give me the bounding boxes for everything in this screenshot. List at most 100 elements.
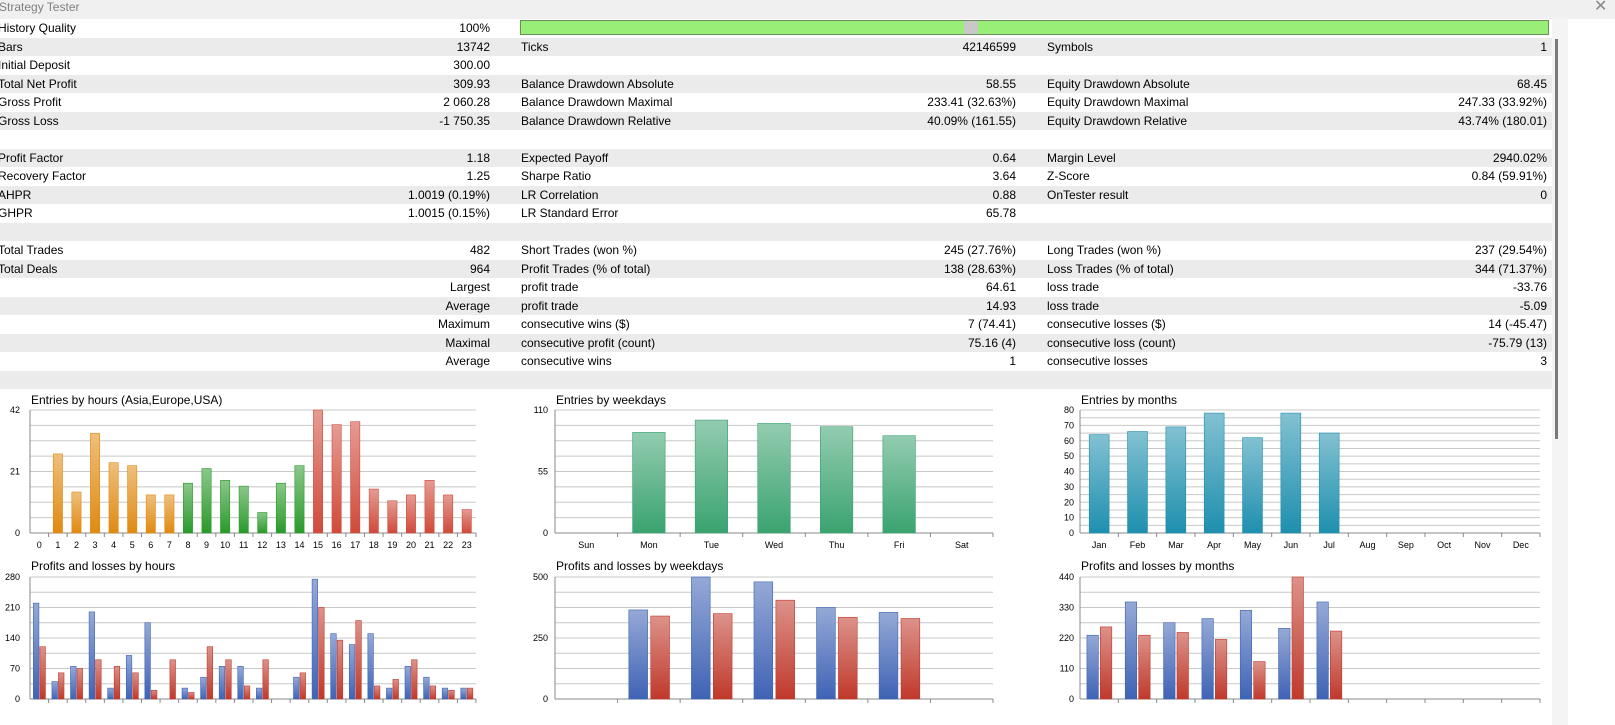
bar: [52, 453, 63, 534]
loss-bar: [206, 646, 213, 700]
loss-bar: [1176, 632, 1189, 700]
stats-cell-value-2: 64.61: [985, 280, 1016, 294]
stats-cell-value-2: 0.88: [992, 187, 1016, 202]
bar: [387, 500, 398, 534]
stats-cell-label-3: Margin Level: [1047, 150, 1116, 165]
loss-bar: [336, 639, 344, 700]
stats-cell-value-1: 1.0015 (0.15%): [407, 206, 490, 220]
loss-bar: [713, 613, 733, 700]
stats-cell-label-1: Total Net Profit: [0, 76, 77, 91]
stats-cell-label-2: LR Correlation: [521, 187, 599, 202]
x-tick-label: Mon: [640, 540, 658, 550]
loss-bar: [355, 620, 362, 700]
stats-cell-label-1: Total Trades: [0, 243, 64, 257]
y-tick-label: 10: [1064, 513, 1074, 523]
stats-cell-label-3: OnTester result: [1047, 187, 1129, 202]
loss-bar: [1138, 634, 1151, 700]
stats-cell-label-3: Symbols: [1047, 39, 1094, 54]
stats-cell-label-2: consecutive profit (count): [521, 335, 656, 350]
close-icon[interactable]: ✕: [1594, 0, 1608, 15]
stats-cell-value-2: 65.78: [985, 206, 1016, 220]
x-tick-label: Apr: [1207, 540, 1221, 550]
vertical-scrollbar[interactable]: [1552, 19, 1568, 725]
stats-row: Maximal consecutive profit (count) 75.16 (…: [0, 333, 1552, 352]
y-tick-label: 0: [1069, 694, 1074, 704]
y-tick-label: 42: [10, 405, 20, 415]
x-tick-label: 8: [185, 540, 190, 550]
loss-bar: [466, 687, 474, 700]
profit-bar: [51, 681, 58, 700]
loss-bar: [411, 659, 418, 700]
chart-title: Entries by hours (Asia,Europe,USA): [31, 393, 222, 407]
loss-bar: [58, 672, 65, 700]
y-tick-label: 0: [543, 528, 548, 538]
y-tick-label: 330: [1059, 603, 1074, 613]
stats-cell-value-3: 1: [1540, 39, 1547, 54]
stats-row: Largest profit trade 64.61 loss trade -33.76: [0, 278, 1552, 296]
bar: [145, 494, 156, 534]
loss-bar: [1330, 630, 1343, 700]
y-tick-label: 500: [533, 572, 548, 582]
bar: [201, 468, 212, 534]
x-tick-label: Tue: [704, 540, 719, 550]
x-tick-label: 0: [37, 540, 42, 550]
stats-cell-label-3: consecutive losses: [1047, 354, 1148, 368]
loss-bar: [900, 618, 921, 700]
stats-cell-label-3: Long Trades (won %): [1047, 243, 1162, 257]
y-tick-label: 50: [1064, 451, 1074, 461]
x-tick-label: 9: [204, 540, 209, 550]
bar: [220, 479, 231, 534]
stats-row: Bars 13742 Ticks 42146599 Symbols 1: [0, 37, 1552, 56]
loss-bar: [838, 616, 858, 700]
stats-cell-value-3: 0.84 (59.91%): [1471, 169, 1547, 183]
y-tick-label: 40: [1064, 467, 1074, 477]
profit-bar: [237, 666, 244, 700]
x-tick-label: Wed: [765, 540, 783, 550]
stats-cell-value-1: 1.25: [466, 169, 490, 183]
x-tick-label: Feb: [1130, 540, 1146, 550]
stats-cell-label-2: Balance Drawdown Maximal: [521, 95, 673, 109]
profit-bar: [1086, 634, 1099, 700]
stats-cell-value-2: 138 (28.63%): [943, 261, 1016, 276]
stats-row: Average profit trade 14.93 loss trade -5.09: [0, 296, 1552, 315]
stats-cell-value-2: 1: [1009, 354, 1016, 368]
stats-cell-value-3: 43.74% (180.01): [1458, 113, 1547, 128]
profit-bar: [144, 622, 151, 700]
stats-row: Gross Profit 2 060.28 Balance Drawdown Max…: [0, 93, 1552, 111]
stats-cell-label-2: Balance Drawdown Relative: [521, 113, 672, 128]
bar: [313, 409, 323, 534]
bar: [1280, 412, 1302, 534]
profit-bar: [367, 633, 374, 700]
bar: [368, 488, 379, 534]
x-tick-label: Dec: [1513, 540, 1530, 550]
stats-cell-label-1: Gross Loss: [0, 113, 59, 128]
stats-cell-label-1: Total Deals: [0, 261, 58, 276]
loss-bar: [299, 672, 306, 700]
loss-bar: [775, 599, 795, 700]
x-tick-label: Nov: [1474, 540, 1491, 550]
y-tick-label: 440: [1059, 572, 1074, 582]
y-tick-label: 210: [5, 603, 20, 613]
stats-row: AHPR 1.0019 (0.19%) LR Correlation 0.88 OnTe…: [0, 185, 1552, 204]
stats-cell-label-2: profit trade: [521, 298, 579, 313]
scrollbar-thumb[interactable]: [1555, 39, 1558, 439]
stats-cell-label-3: Equity Drawdown Absolute: [1047, 76, 1190, 91]
bar: [632, 432, 666, 534]
stats-cell-label-2: Profit Trades (% of total): [521, 261, 651, 276]
profit-bar: [107, 687, 114, 700]
loss-bar: [650, 615, 670, 700]
loss-bar: [1291, 576, 1304, 700]
profit-bar: [181, 687, 188, 700]
stats-row: Recovery Factor 1.25 Sharpe Ratio 3.64 Z-Sco…: [0, 167, 1552, 185]
stats-row: Initial Deposit 300.00: [0, 56, 1552, 74]
y-tick-label: 280: [5, 572, 20, 582]
stats-cell-value-1: Largest: [449, 280, 490, 294]
stats-cell-label-1: Gross Profit: [0, 95, 62, 109]
stats-cell-value-3: -75.79 (13): [1488, 335, 1547, 350]
loss-bar: [448, 689, 455, 700]
stats-row: Total Net Profit 309.93 Balance Drawdown A…: [0, 74, 1552, 93]
y-tick-label: 70: [10, 664, 20, 674]
bar: [294, 465, 305, 534]
stats-cell-label-2: consecutive wins: [521, 354, 612, 368]
bar: [1203, 412, 1225, 534]
